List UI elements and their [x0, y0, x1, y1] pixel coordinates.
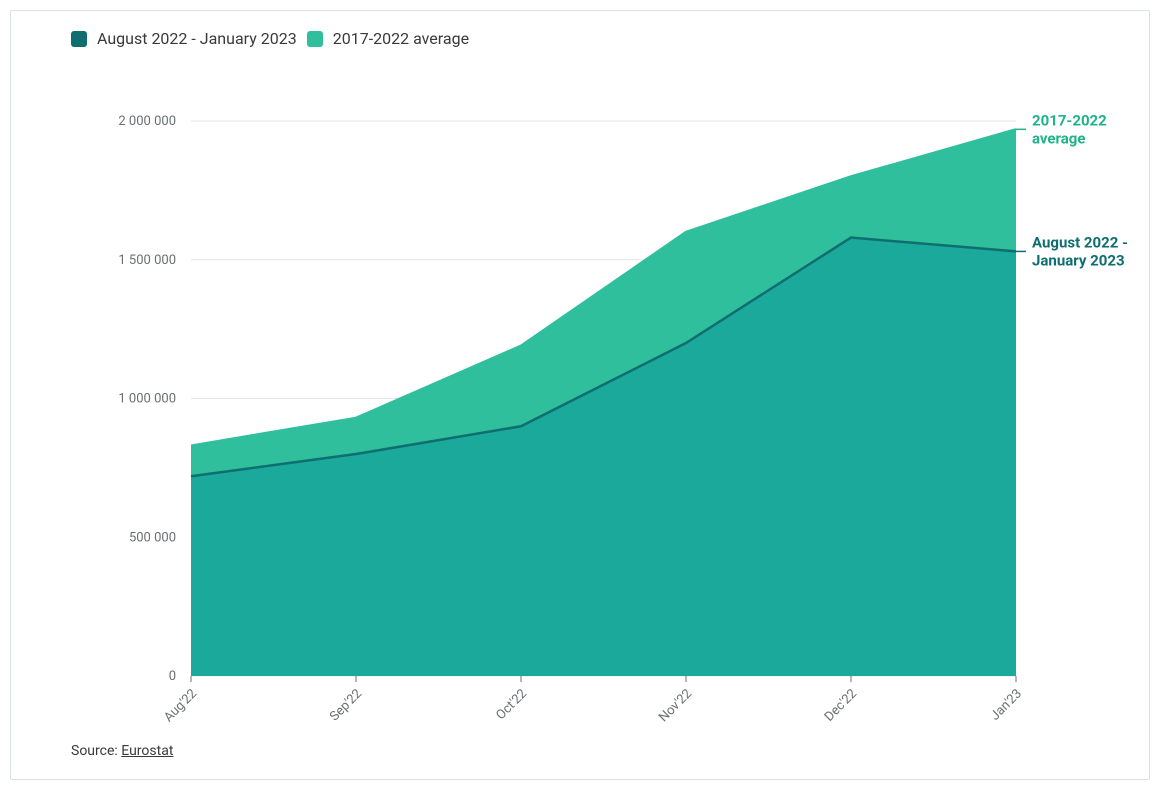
- source-line: Source: Eurostat: [71, 743, 173, 759]
- svg-text:500 000: 500 000: [129, 530, 176, 545]
- svg-text:average: average: [1032, 129, 1085, 147]
- svg-text:Oct'22: Oct'22: [493, 686, 530, 723]
- source-link[interactable]: Eurostat: [121, 743, 173, 759]
- svg-text:Jan'23: Jan'23: [988, 686, 1025, 723]
- source-prefix: Source:: [71, 743, 121, 759]
- svg-text:Nov'22: Nov'22: [656, 686, 695, 725]
- area-chart-svg: 0 500 000 1 000 000 1 500 000 2 000 000 Aug'2…: [11, 11, 1151, 781]
- plot-area: 0 500 000 1 000 000 1 500 000 2 000 000 Aug'2…: [11, 11, 1149, 779]
- svg-text:August 2022 -: August 2022 -: [1032, 233, 1128, 251]
- svg-text:2 000 000: 2 000 000: [118, 114, 176, 129]
- svg-text:January 2023: January 2023: [1032, 251, 1125, 269]
- svg-text:0: 0: [169, 669, 176, 684]
- chart-card: August 2022 - January 2023 2017-2022 ave…: [10, 10, 1150, 780]
- svg-text:Dec'22: Dec'22: [822, 686, 860, 724]
- svg-text:Sep'22: Sep'22: [327, 686, 365, 724]
- svg-text:1 500 000: 1 500 000: [118, 253, 176, 268]
- svg-text:Aug'22: Aug'22: [161, 686, 200, 725]
- svg-text:1 000 000: 1 000 000: [118, 392, 176, 407]
- svg-text:2017-2022: 2017-2022: [1032, 111, 1107, 129]
